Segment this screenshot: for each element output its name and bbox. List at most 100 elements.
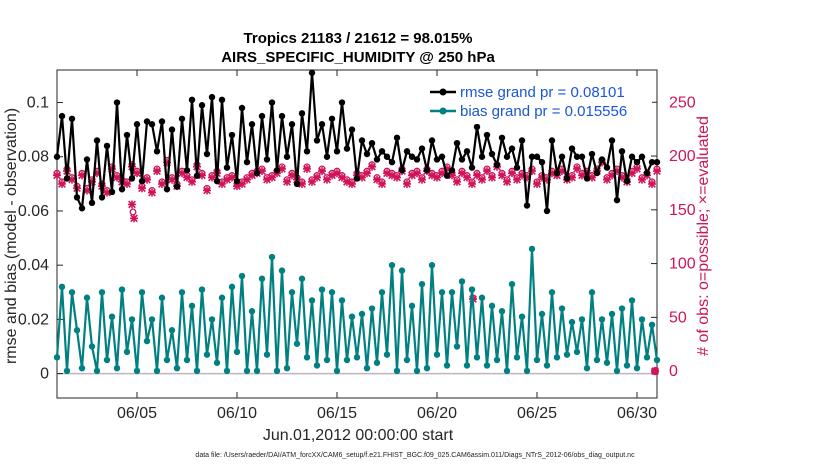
bias-point xyxy=(608,310,616,318)
evaluated-count-marker xyxy=(393,173,401,182)
rmse-point xyxy=(463,148,471,155)
rmse-point xyxy=(173,183,181,190)
bias-point xyxy=(108,313,116,320)
rmse-point xyxy=(503,153,511,160)
rmse-point xyxy=(98,194,106,201)
bias-point xyxy=(448,289,456,296)
evaluated-count-marker xyxy=(653,167,661,176)
bias-point xyxy=(203,351,211,358)
bias-point xyxy=(438,289,446,296)
rmse-point xyxy=(638,153,646,160)
rmse-point xyxy=(373,156,381,163)
chart-title-line1: Tropics 21183 / 21612 = 98.015% xyxy=(244,30,473,47)
rmse-point xyxy=(318,121,326,128)
rmse-point xyxy=(88,199,96,207)
rmse-point xyxy=(128,175,136,182)
bias-point xyxy=(53,354,61,361)
bias-point xyxy=(338,297,346,304)
bias-point xyxy=(493,356,501,364)
rmse-point xyxy=(323,153,331,160)
y-left-tick-label: 0 xyxy=(40,366,49,383)
bias-point xyxy=(388,261,396,269)
rmse-point xyxy=(398,167,406,174)
x-tick-label: 06/30 xyxy=(617,405,657,422)
rmse-point xyxy=(178,115,186,122)
evaluated-count-marker xyxy=(198,171,206,180)
evaluated-count-marker xyxy=(418,175,426,184)
bias-point xyxy=(118,286,126,293)
bias-point xyxy=(478,294,486,301)
rmse-point xyxy=(118,186,126,193)
rmse-point xyxy=(588,150,596,158)
rmse-point xyxy=(388,158,396,166)
rmse-point xyxy=(643,169,651,177)
bias-point xyxy=(233,348,241,356)
y-right-tick-label: 200 xyxy=(669,148,696,165)
rmse-point xyxy=(188,96,196,104)
rmse-point xyxy=(458,156,466,163)
y-right-tick-label: 0 xyxy=(669,363,678,380)
rmse-point xyxy=(308,69,316,76)
evaluated-count-marker xyxy=(363,169,371,178)
x-tick-label: 06/10 xyxy=(217,405,257,422)
bias-point xyxy=(578,316,586,323)
bias-point xyxy=(273,367,281,375)
y-left-tick-label: 0.1 xyxy=(27,95,49,112)
legend-rmse-marker xyxy=(439,88,447,96)
rmse-point xyxy=(428,137,436,144)
evaluated-count-marker xyxy=(463,173,471,182)
rmse-point xyxy=(368,139,376,147)
bias-point xyxy=(528,245,536,253)
bias-point xyxy=(163,356,171,364)
rmse-point xyxy=(543,207,551,215)
bias-point xyxy=(298,275,306,282)
bias-point xyxy=(348,313,356,320)
evaluated-count-marker xyxy=(133,169,141,178)
bias-point xyxy=(523,367,531,375)
rmse-point xyxy=(383,153,391,160)
rmse-point xyxy=(348,126,356,133)
rmse-point xyxy=(168,126,176,133)
rmse-point xyxy=(558,153,566,160)
possible-outlier-1 xyxy=(129,208,137,216)
bias-point xyxy=(178,289,186,296)
bias-point xyxy=(138,289,146,296)
y-right-tick-label: 250 xyxy=(669,94,696,111)
rmse-point xyxy=(213,177,221,185)
evaluated-count-marker xyxy=(283,177,291,186)
evaluated-count-marker xyxy=(318,167,326,176)
bias-point xyxy=(483,362,491,369)
bias-point xyxy=(643,354,651,361)
rmse-point xyxy=(218,96,226,104)
bias-point xyxy=(148,316,156,323)
bias-point xyxy=(228,283,236,291)
evaluated-count-marker xyxy=(158,180,166,188)
x-tick-label: 06/05 xyxy=(117,405,157,422)
bias-point xyxy=(533,356,541,364)
legend-box xyxy=(424,78,652,124)
rmse-point xyxy=(163,186,171,193)
bias-point xyxy=(278,267,286,274)
legend-rmse-label: rmse grand pr = 0.08101 xyxy=(460,84,625,101)
bias-point xyxy=(318,286,326,293)
bias-point xyxy=(98,289,106,296)
bias-point xyxy=(618,305,626,312)
rmse-point xyxy=(403,148,411,155)
bias-point xyxy=(133,367,141,375)
bias-point xyxy=(488,302,496,310)
bias-point xyxy=(58,283,66,291)
bias-point xyxy=(378,289,386,296)
evaluated-count-marker xyxy=(483,167,491,176)
bias-point xyxy=(383,351,391,358)
rmse-point xyxy=(523,202,531,209)
bias-point xyxy=(63,367,71,375)
bias-point xyxy=(288,289,296,296)
evaluated-count-marker xyxy=(268,173,276,182)
bias-point xyxy=(443,362,451,369)
bias-point xyxy=(238,272,246,280)
rmse-point xyxy=(288,121,296,128)
rmse-point xyxy=(533,153,541,160)
bias-point xyxy=(198,286,206,293)
evaluated-count-marker xyxy=(148,188,156,197)
rmse-point xyxy=(393,134,401,141)
